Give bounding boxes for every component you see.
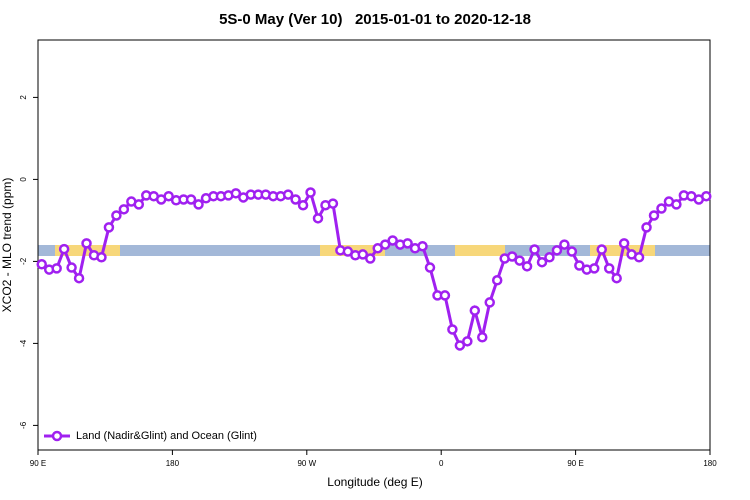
data-point bbox=[701, 190, 712, 202]
data-point bbox=[379, 239, 391, 250]
data-point bbox=[58, 243, 70, 255]
data-point bbox=[447, 324, 458, 335]
data-point bbox=[656, 203, 667, 214]
data-point bbox=[462, 336, 473, 347]
data-point bbox=[491, 275, 503, 286]
x-tick-label: 90 E bbox=[30, 459, 46, 468]
x-tick-label: 90 W bbox=[297, 459, 316, 468]
y-tick-label: -4 bbox=[19, 339, 28, 347]
chart-title: 5S-0 May (Ver 10) 2015-01-01 to 2020-12-… bbox=[219, 11, 531, 28]
legend-label: Land (Nadir&Glint) and Ocean (Glint) bbox=[76, 430, 257, 442]
data-point bbox=[551, 245, 563, 256]
y-tick-label: 2 bbox=[19, 95, 28, 100]
data-point bbox=[73, 272, 85, 284]
data-point bbox=[566, 246, 578, 257]
data-point bbox=[439, 290, 451, 301]
data-point bbox=[133, 199, 145, 210]
data-point bbox=[357, 249, 369, 260]
data-point bbox=[633, 252, 645, 263]
data-point bbox=[193, 199, 204, 210]
data-point bbox=[327, 198, 339, 209]
data-point bbox=[529, 244, 540, 255]
data-point bbox=[96, 252, 107, 263]
data-point bbox=[671, 199, 682, 210]
data-point bbox=[641, 222, 652, 233]
data-point bbox=[424, 262, 436, 273]
data-point bbox=[544, 252, 555, 263]
data-point bbox=[648, 210, 660, 221]
data-point bbox=[387, 235, 398, 246]
data-point bbox=[103, 222, 115, 233]
data-point bbox=[611, 272, 622, 284]
data-point bbox=[514, 255, 525, 266]
data-point bbox=[454, 340, 466, 351]
y-tick-label: 0 bbox=[19, 177, 28, 182]
data-point bbox=[477, 332, 488, 343]
data-point bbox=[111, 210, 122, 221]
data-point bbox=[163, 190, 174, 202]
x-tick-label: 180 bbox=[703, 459, 717, 468]
data-point bbox=[290, 194, 301, 205]
data-point bbox=[402, 238, 413, 249]
data-point bbox=[469, 305, 481, 316]
data-point bbox=[185, 194, 197, 205]
data-point bbox=[559, 239, 570, 250]
data-point bbox=[51, 263, 62, 274]
data-point bbox=[312, 213, 324, 224]
x-tick-label: 90 E bbox=[567, 459, 583, 468]
data-point bbox=[118, 204, 130, 215]
x-axis-label: Longitude (deg E) bbox=[327, 475, 422, 489]
data-point bbox=[36, 259, 47, 270]
data-point bbox=[574, 260, 585, 271]
data-point bbox=[603, 263, 615, 274]
data-point bbox=[230, 188, 242, 199]
data-point bbox=[66, 262, 77, 273]
data-point bbox=[506, 251, 518, 262]
data-point bbox=[596, 244, 607, 255]
data-point bbox=[521, 261, 533, 272]
data-point bbox=[484, 297, 495, 308]
data-point bbox=[618, 238, 630, 249]
x-tick-label: 0 bbox=[439, 459, 444, 468]
legend-marker bbox=[51, 430, 63, 442]
data-point bbox=[305, 187, 316, 198]
y-axis-label: XCO2 - MLO trend (ppm) bbox=[0, 178, 14, 313]
data-point bbox=[536, 256, 548, 268]
data-point bbox=[297, 199, 309, 211]
x-tick-label: 180 bbox=[166, 459, 180, 468]
y-tick-label: -2 bbox=[19, 257, 28, 265]
data-point bbox=[81, 238, 92, 249]
data-point bbox=[417, 240, 428, 252]
data-point bbox=[282, 189, 294, 200]
plot-frame bbox=[37, 39, 711, 451]
data-point bbox=[589, 263, 600, 274]
data-point bbox=[365, 253, 376, 264]
y-tick-label: -6 bbox=[19, 421, 28, 429]
